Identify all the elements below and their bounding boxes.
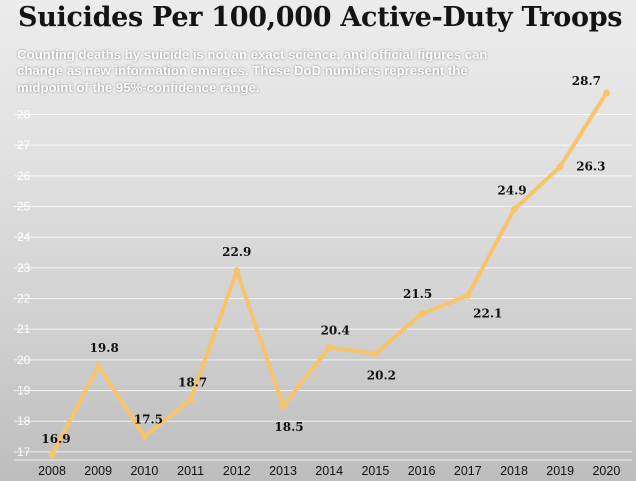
series-line	[50, 91, 609, 457]
chart-subtitle: Counting deaths by suicide is not an exa…	[17, 47, 488, 95]
y-tick-label: 19	[17, 384, 31, 398]
chart-title: Suicides Per 100,000 Active-Duty Troops	[18, 2, 623, 33]
x-tick-label: 2014	[315, 464, 343, 478]
data-label: 18.5	[274, 420, 303, 434]
data-point	[187, 396, 195, 404]
data-label: 26.3	[576, 160, 605, 174]
x-axis-ticks: 2008 2009 2010 2011 2012 2013 2014 2015 2016 2017…	[38, 464, 620, 478]
y-tick-label: 22	[17, 292, 31, 306]
x-tick-label: 2013	[269, 464, 297, 478]
data-label: 22.9	[222, 245, 251, 259]
data-points-layer	[48, 89, 610, 459]
data-label: 16.9	[41, 432, 70, 446]
y-tick-label: 21	[17, 322, 31, 336]
data-label: 17.5	[134, 413, 163, 427]
grid-layer	[14, 113, 632, 461]
data-label: 18.7	[178, 376, 207, 390]
y-tick-label: 28	[17, 107, 31, 121]
y-tick-label: 25	[17, 199, 31, 213]
data-point	[371, 350, 379, 358]
series-line-layer	[50, 91, 609, 457]
data-point	[556, 163, 564, 171]
x-tick-label: 2018	[500, 464, 528, 478]
data-point	[418, 310, 426, 318]
data-label: 19.8	[90, 341, 119, 355]
data-point	[48, 451, 56, 459]
y-axis-ticks: 17 18 19 20 21 22 23 24 25 26 27 28	[17, 107, 31, 458]
data-point	[602, 89, 610, 97]
x-tick-label: 2017	[454, 464, 482, 478]
data-labels-layer: 16.9 19.8 17.5 18.7 22.9 18.5 20.4 20.2 21.5 22.1…	[41, 74, 605, 446]
data-label: 20.2	[367, 369, 396, 383]
data-label: 21.5	[403, 287, 432, 301]
data-point	[510, 206, 518, 214]
data-point	[233, 267, 241, 275]
x-tick-label: 2008	[38, 464, 66, 478]
data-label: 20.4	[321, 324, 350, 338]
y-tick-label: 18	[17, 414, 31, 428]
x-tick-label: 2009	[84, 464, 112, 478]
x-tick-label: 2011	[177, 464, 204, 478]
y-tick-label: 17	[17, 445, 31, 459]
y-tick-label: 20	[17, 353, 31, 367]
data-point	[325, 344, 333, 352]
data-point	[464, 291, 472, 299]
x-tick-label: 2019	[546, 464, 574, 478]
x-tick-label: 2012	[223, 464, 251, 478]
y-tick-label: 27	[17, 138, 31, 152]
x-tick-label: 2015	[361, 464, 389, 478]
data-point	[140, 433, 148, 441]
data-label: 22.1	[473, 306, 502, 320]
x-tick-label: 2016	[408, 464, 436, 478]
data-label: 24.9	[497, 184, 526, 198]
x-tick-label: 2020	[592, 464, 620, 478]
y-tick-label: 26	[17, 169, 31, 183]
data-label: 28.7	[572, 74, 601, 88]
data-point	[94, 362, 102, 370]
y-tick-label: 23	[17, 261, 31, 275]
data-point	[279, 402, 287, 410]
y-tick-label: 24	[17, 230, 31, 244]
x-tick-label: 2010	[130, 464, 158, 478]
